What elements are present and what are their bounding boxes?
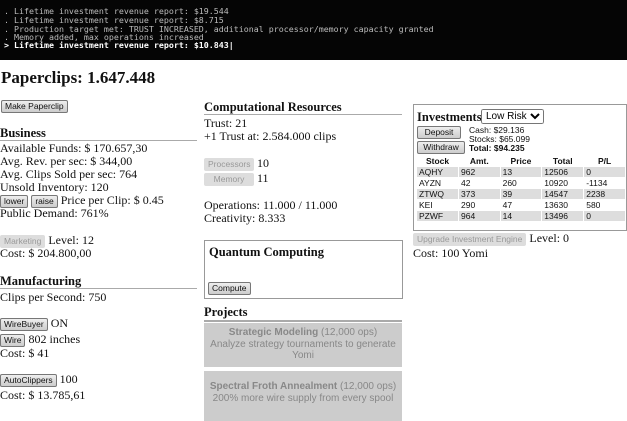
divider: [0, 140, 197, 141]
column-header: Amt.: [469, 156, 489, 166]
wire-button[interactable]: Wire: [0, 333, 26, 347]
divider: [204, 114, 402, 115]
deposit-button[interactable]: Deposit: [417, 126, 461, 139]
wirebuyer-button[interactable]: WireBuyer: [0, 317, 48, 331]
wire-cost: Cost: $ 41: [0, 346, 50, 360]
console-line: . Production target met: TRUST INCREASED…: [4, 24, 434, 34]
investments-heading: Investments: [417, 110, 482, 124]
creativity: Creativity: 8.333: [204, 211, 286, 225]
column-header: Stock: [425, 156, 450, 166]
available-funds: Available Funds: $ 170.657,30: [0, 141, 148, 155]
table-row: KEI 290 47 13630 580: [419, 200, 601, 210]
processors-count: 10: [257, 156, 269, 170]
project-description: Analyze strategy tournaments to generate…: [210, 338, 396, 362]
project-cost: (12,000 ops): [321, 327, 378, 338]
clips-per-second: Clips per Second: 750: [0, 290, 107, 304]
project-description: 200% more wire supply from every spool: [212, 392, 394, 404]
project-strategic-modeling[interactable]: Strategic Modeling (12,000 ops) Analyze s…: [204, 323, 402, 367]
stocks-table: Stock Amt. Price Total P/L AQHY 962 13 12506 0 A…: [416, 155, 626, 222]
operations: Operations: 11.000 / 11.000: [204, 198, 338, 212]
project-name: Spectral Froth Annealment: [209, 381, 338, 392]
investment-upgrade-cost: Cost: 100 Yomi: [413, 246, 489, 260]
processors-button[interactable]: Processors: [204, 157, 254, 171]
avg-rev: Avg. Rev. per sec: $ 344,00: [0, 154, 133, 168]
marketing-level: Level: 12: [48, 233, 94, 247]
public-demand: Public Demand: 761%: [0, 206, 109, 220]
memory-button[interactable]: Memory: [204, 172, 254, 186]
memory-count: 11: [257, 171, 269, 185]
next-trust: +1 Trust at: 2.584.000 clips: [204, 129, 337, 143]
console-line: . Lifetime investment revenue report: $1…: [4, 6, 229, 16]
quantum-heading: Quantum Computing: [209, 245, 324, 259]
compute-button[interactable]: Compute: [208, 281, 251, 295]
risk-select[interactable]: Low Risk: [481, 109, 544, 124]
quantum-computing-panel: Quantum Computing Compute: [204, 240, 403, 299]
total-value: Total: $94.235: [469, 143, 525, 153]
trust: Trust: 21: [204, 116, 248, 130]
console-line: . Memory added, max operations increased: [4, 32, 204, 42]
divider: [0, 288, 197, 289]
table-row: PZWF 964 14 13496 0: [417, 211, 625, 221]
console-log: . Lifetime investment revenue report: $1…: [0, 0, 627, 60]
table-row: ZTWQ 373 39 14547 2238: [417, 189, 625, 199]
upgrade-investment-engine-button[interactable]: Upgrade Investment Engine: [413, 232, 527, 246]
cash: Cash: $29.136: [469, 125, 525, 135]
business-heading: Business: [0, 126, 46, 140]
investments-panel: Investments Low Risk Deposit Withdraw Ca…: [413, 104, 627, 231]
autoclippers-button[interactable]: AutoClippers: [0, 373, 57, 387]
marketing-cost: Cost: $ 204.800,00: [0, 246, 92, 260]
wirebuyer-state: ON: [50, 316, 69, 330]
table-row: AYZN 42 260 10920 -1134: [419, 178, 608, 188]
withdraw-button[interactable]: Withdraw: [417, 141, 465, 154]
page-title: Paperclips: 1.647.448: [1, 68, 156, 87]
console-line: . Lifetime investment revenue report: $8…: [4, 15, 224, 25]
wire-amount: 802 inches: [28, 332, 81, 346]
price-per-clip: Price per Clip: $ 0.45: [60, 193, 164, 207]
project-spectral-froth-annealment[interactable]: Spectral Froth Annealment (12,000 ops) 20…: [204, 371, 402, 421]
autoclippers-cost: Cost: $ 13.785,61: [0, 388, 86, 402]
autoclippers-count: 100: [59, 372, 78, 386]
column-header: P/L: [597, 156, 612, 166]
console-current-line: > Lifetime investment revenue report: $1…: [4, 40, 234, 50]
manufacturing-heading: Manufacturing: [0, 274, 82, 288]
project-cost: (12,000 ops): [340, 381, 397, 392]
avg-clips-sold: Avg. Clips Sold per sec: 764: [0, 167, 138, 181]
divider: [204, 320, 402, 322]
column-header: Total: [552, 156, 573, 166]
lower-price-button[interactable]: lower: [0, 194, 29, 208]
computational-heading: Computational Resources: [204, 100, 342, 114]
column-header: Price: [510, 156, 532, 166]
unsold-inventory: Unsold Inventory: 120: [0, 180, 109, 194]
investment-level: Level: 0: [529, 231, 570, 245]
make-paperclip-button[interactable]: Make Paperclip: [1, 99, 68, 113]
project-name: Strategic Modeling: [228, 327, 319, 338]
stocks-value: Stocks: $65.099: [469, 134, 530, 144]
table-row: AQHY 962 13 12506 0: [417, 167, 625, 177]
projects-heading: Projects: [204, 305, 248, 319]
